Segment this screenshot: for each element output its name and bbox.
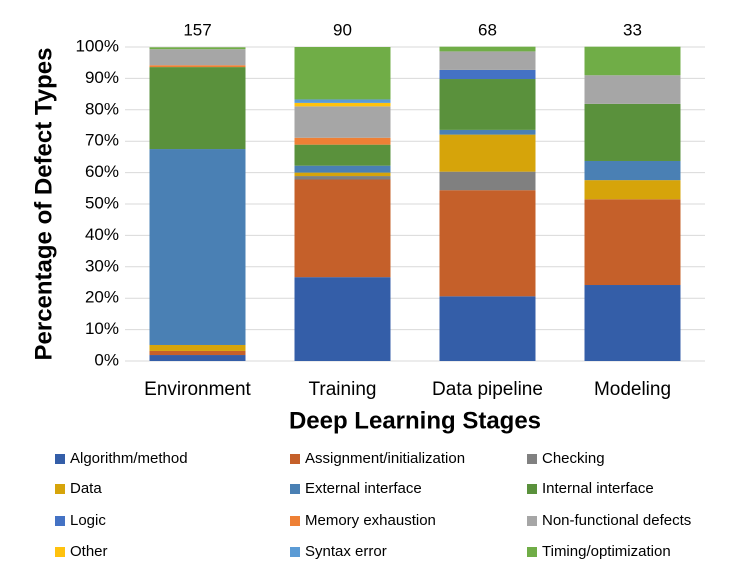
legend-label: External interface: [305, 480, 422, 497]
bar-segment: [294, 277, 391, 361]
y-tick-label: 70%: [85, 131, 119, 150]
bar-segment: [294, 99, 391, 103]
legend-label: Algorithm/method: [70, 450, 188, 467]
legend-swatch: [527, 547, 537, 557]
bar-segment: [584, 180, 681, 200]
bar-segment: [439, 134, 536, 172]
legend-label: Other: [70, 543, 108, 560]
legend-swatch: [55, 484, 65, 494]
legend-label: Logic: [70, 512, 106, 529]
legend-label: Syntax error: [305, 543, 387, 560]
bar-segment: [294, 47, 391, 100]
bar-segment: [149, 350, 246, 356]
x-axis-title: Deep Learning Stages: [289, 407, 541, 434]
bar-segment: [439, 171, 536, 191]
legend-swatch: [55, 516, 65, 526]
bar-segment: [584, 46, 681, 76]
legend-label: Non-functional defects: [542, 512, 691, 529]
bar-segment: [294, 176, 391, 180]
y-tick-label: 20%: [85, 288, 119, 307]
bar-segment: [439, 296, 536, 361]
bar-segment: [149, 47, 246, 50]
bar-segment: [294, 137, 391, 145]
y-axis-title: Percentage of Defect Types: [30, 48, 57, 361]
y-tick-label: 40%: [85, 225, 119, 244]
legend-label: Internal interface: [542, 480, 654, 497]
total-label: 90: [333, 20, 352, 39]
y-tick-label: 90%: [85, 68, 119, 87]
bar-segment: [584, 199, 681, 286]
bar-segment: [149, 344, 246, 351]
y-tick-label: 0%: [94, 350, 119, 369]
y-tick-label: 50%: [85, 193, 119, 212]
legend-swatch: [290, 484, 300, 494]
y-tick-label: 80%: [85, 99, 119, 118]
legend-swatch: [290, 547, 300, 557]
y-tick-label: 60%: [85, 162, 119, 181]
x-tick-label: Data pipeline: [432, 379, 543, 400]
legend-swatch: [527, 484, 537, 494]
bar-segment: [584, 160, 681, 181]
bar-segment: [149, 49, 246, 66]
legend-swatch: [527, 454, 537, 464]
bar-segment: [439, 190, 536, 297]
y-tick-label: 10%: [85, 319, 119, 338]
bar-segment: [294, 165, 391, 173]
bar-segment: [149, 65, 246, 68]
bar-segment: [149, 149, 246, 345]
y-tick-label: 30%: [85, 256, 119, 275]
bar-segment: [294, 179, 391, 278]
bar-segment: [149, 355, 246, 361]
bar-segment: [294, 144, 391, 166]
bar-segment: [439, 46, 536, 52]
total-label: 33: [623, 20, 642, 39]
legend-label: Timing/optimization: [542, 543, 671, 560]
bar-segment: [439, 79, 536, 130]
bar-segment: [439, 51, 536, 70]
bar-segment: [584, 75, 681, 104]
x-tick-label: Training: [309, 379, 377, 400]
bar-segment: [439, 129, 536, 135]
legend-swatch: [527, 516, 537, 526]
bar-segment: [439, 69, 536, 80]
total-label: 68: [478, 20, 497, 39]
legend-swatch: [290, 516, 300, 526]
x-tick-label: Modeling: [594, 379, 671, 400]
legend-swatch: [290, 454, 300, 464]
legend-label: Data: [70, 480, 102, 497]
y-tick-label: 100%: [76, 36, 119, 55]
bar-segment: [149, 67, 246, 150]
bar-segment: [294, 102, 391, 107]
bar-segment: [584, 103, 681, 161]
x-tick-label: Environment: [144, 379, 251, 400]
bar-segment: [294, 172, 391, 177]
legend-label: Assignment/initialization: [305, 450, 465, 467]
bar-segment: [584, 285, 681, 361]
legend-label: Checking: [542, 450, 605, 467]
legend-swatch: [55, 454, 65, 464]
total-label: 157: [183, 20, 211, 39]
legend-swatch: [55, 547, 65, 557]
bar-segment: [294, 106, 391, 138]
legend-label: Memory exhaustion: [305, 512, 436, 529]
